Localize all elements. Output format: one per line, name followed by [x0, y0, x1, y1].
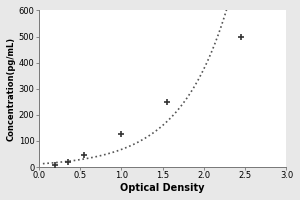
Y-axis label: Concentration(pg/mL): Concentration(pg/mL) — [7, 37, 16, 141]
X-axis label: Optical Density: Optical Density — [120, 183, 205, 193]
